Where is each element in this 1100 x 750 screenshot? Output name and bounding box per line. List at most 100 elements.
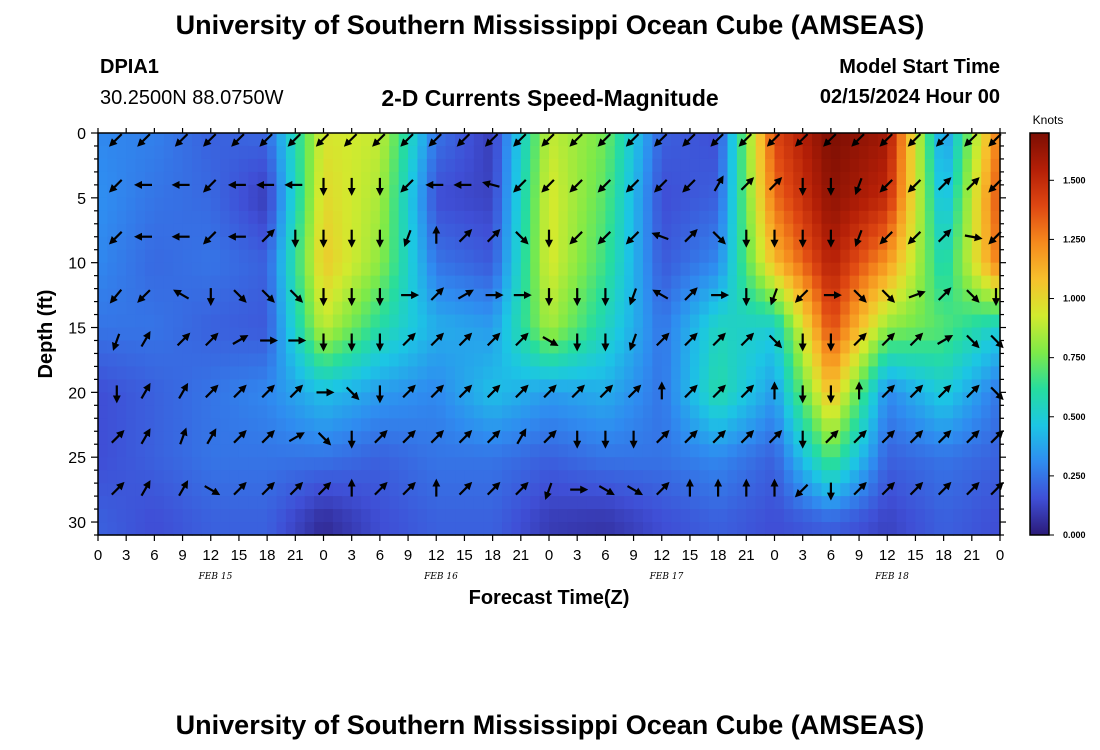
heatmap-cell (689, 444, 700, 458)
heatmap-cell (201, 275, 212, 290)
heatmap-cell (426, 431, 437, 445)
heatmap-cell (314, 483, 325, 497)
heatmap-cell (981, 483, 992, 497)
heatmap-cell (868, 171, 879, 186)
heatmap-cell (238, 470, 249, 484)
heatmap-cell (173, 431, 184, 445)
heatmap-cell (426, 457, 437, 471)
heatmap-cell (154, 301, 165, 316)
heatmap-cell (342, 249, 353, 264)
heatmap-cell (426, 340, 437, 355)
heatmap-cell (812, 314, 823, 329)
heatmap-cell (257, 197, 268, 212)
heatmap-cell (774, 444, 785, 458)
heatmap-cell (220, 483, 231, 497)
heatmap-cell (746, 444, 757, 458)
heatmap-cell (426, 223, 437, 238)
heatmap-cell (736, 366, 747, 380)
heatmap-cell (332, 353, 343, 368)
heatmap-cell (389, 275, 400, 290)
heatmap-cell (736, 418, 747, 432)
heatmap-cell (849, 418, 860, 432)
heatmap-cell (774, 288, 785, 303)
heatmap-cell (323, 288, 334, 303)
heatmap-cell (408, 210, 419, 225)
heatmap-cell (821, 184, 832, 199)
heatmap-cell (342, 262, 353, 277)
heatmap-cell (718, 483, 729, 497)
heatmap-cell (971, 197, 982, 212)
heatmap-cell (342, 340, 353, 355)
heatmap-cell (539, 314, 550, 329)
heatmap-cell (661, 509, 672, 523)
current-arrow (684, 332, 698, 347)
heatmap-cell (144, 366, 155, 380)
heatmap-cell (793, 301, 804, 316)
heatmap-cell (144, 145, 155, 160)
heatmap-cell (765, 301, 776, 316)
heatmap-cell (173, 158, 184, 173)
heatmap-cell (154, 522, 165, 536)
heatmap-cell (586, 133, 597, 147)
x-axis: 0 3 6 9 12 15 18 21 0 3 6 9 12 15 18 21 0 3 6 9 12 15 18 21 0 3 6 9… (94, 128, 1004, 582)
heatmap-cell (98, 457, 108, 471)
heatmap-cell (389, 197, 400, 212)
heatmap-cell (877, 405, 888, 419)
heatmap-cell (417, 133, 428, 147)
heatmap-cell (915, 158, 926, 173)
heatmap-cell (661, 496, 672, 510)
heatmap-cell (229, 184, 240, 199)
x-tick-label: 18 (484, 547, 501, 564)
heatmap-cell (934, 275, 945, 290)
heatmap-cell (971, 184, 982, 199)
heatmap-cell (304, 145, 315, 160)
heatmap-cell (379, 405, 390, 419)
heatmap-cell (887, 210, 898, 225)
heatmap-cell (953, 418, 964, 432)
heatmap-cell (220, 470, 231, 484)
heatmap-cell (671, 314, 682, 329)
current-arrow (111, 429, 125, 444)
heatmap-cell (332, 366, 343, 380)
heatmap-cell (718, 145, 729, 160)
heatmap-cell (755, 340, 766, 355)
heatmap-cell (934, 483, 945, 497)
heatmap-cell (201, 418, 212, 432)
heatmap-cell (915, 301, 926, 316)
current-arrow (712, 384, 726, 399)
heatmap-cell (455, 444, 466, 458)
heatmap-cell (812, 483, 823, 497)
heatmap-cell (285, 379, 296, 393)
heatmap-cell (408, 133, 419, 147)
heatmap-cell (126, 522, 137, 536)
heatmap-cell (671, 366, 682, 380)
heatmap-cell (906, 210, 917, 225)
heatmap-cell (267, 249, 278, 264)
heatmap-cell (840, 522, 851, 536)
heatmap-cell (163, 366, 174, 380)
heatmap-cell (746, 418, 757, 432)
heatmap-cell (267, 262, 278, 277)
heatmap-cell (539, 145, 550, 160)
heatmap-cell (765, 431, 776, 445)
heatmap-cell (276, 353, 287, 368)
heatmap-cell (783, 210, 794, 225)
heatmap-cell (783, 262, 794, 277)
heatmap-cell (379, 210, 390, 225)
heatmap-cell (210, 431, 221, 445)
heatmap-cell (126, 340, 137, 355)
heatmap-cell (229, 392, 240, 406)
heatmap-cell (473, 418, 484, 432)
heatmap-cell (135, 496, 146, 510)
heatmap-cell (210, 418, 221, 432)
heatmap-cell (314, 314, 325, 329)
heatmap-cell (379, 133, 390, 147)
heatmap-cell (605, 301, 616, 316)
heatmap-cell (699, 418, 710, 432)
heatmap-cell (765, 366, 776, 380)
heatmap-cell (379, 171, 390, 186)
heatmap-cell (257, 236, 268, 251)
current-arrow (937, 384, 952, 399)
current-arrow (599, 384, 614, 399)
heatmap-cell (953, 405, 964, 419)
